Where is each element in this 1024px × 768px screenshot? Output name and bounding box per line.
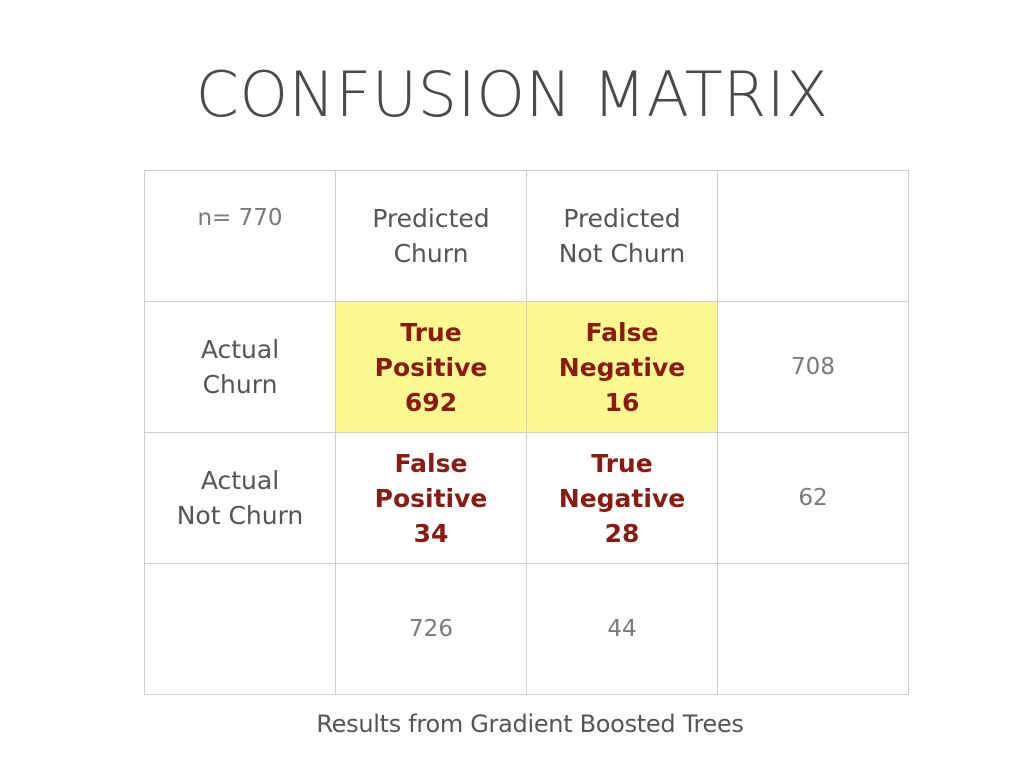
row-total-value: 708: [791, 353, 835, 380]
totals-row: 726 44: [144, 563, 909, 695]
true-positive-cell: True Positive 692: [335, 301, 527, 433]
cell-line1: False: [585, 317, 659, 347]
col-header-predicted-churn: Predicted Churn: [335, 170, 527, 302]
row-header-actual-not-churn: Actual Not Churn: [144, 432, 336, 564]
sample-size-cell: n= 770: [144, 170, 336, 302]
cell-line2: Positive: [374, 483, 488, 513]
row-total-actual-not-churn: 62: [717, 432, 909, 564]
false-negative-cell: False Negative 16: [526, 301, 718, 433]
cell-value: 28: [604, 518, 640, 548]
empty-totals-label-cell: [144, 563, 336, 695]
cell-line1: True: [400, 317, 462, 347]
header-row: n= 770 Predicted Churn Predicted Not Chu…: [144, 170, 909, 302]
false-positive-cell: False Positive 34: [335, 432, 527, 564]
row-header-line2: Churn: [202, 370, 278, 399]
col-total-predicted-churn: 726: [335, 563, 527, 695]
cell-line1: False: [394, 448, 468, 478]
col-header-line2: Churn: [393, 239, 469, 268]
row-header-line2: Not Churn: [176, 501, 304, 530]
empty-corner-cell: [717, 170, 909, 302]
row-header-actual-churn: Actual Churn: [144, 301, 336, 433]
col-header-predicted-not-churn: Predicted Not Churn: [526, 170, 718, 302]
row-total-actual-churn: 708: [717, 301, 909, 433]
cell-value: 692: [404, 387, 458, 417]
cell-value: 16: [604, 387, 640, 417]
row-actual-churn: Actual Churn True Positive 692 False Neg…: [144, 301, 909, 433]
cell-line2: Negative: [558, 352, 686, 382]
col-header-line1: Predicted: [563, 204, 681, 233]
true-negative-cell: True Negative 28: [526, 432, 718, 564]
confusion-matrix-table: n= 770 Predicted Churn Predicted Not Chu…: [144, 170, 909, 695]
row-actual-not-churn: Actual Not Churn False Positive 34 True …: [144, 432, 909, 564]
col-total-predicted-not-churn: 44: [526, 563, 718, 695]
col-header-line1: Predicted: [372, 204, 490, 233]
cell-line2: Negative: [558, 483, 686, 513]
col-total-value: 726: [409, 615, 453, 642]
row-total-value: 62: [798, 484, 828, 511]
row-header-line1: Actual: [200, 466, 280, 495]
cell-value: 34: [413, 518, 449, 548]
cell-line1: True: [591, 448, 653, 478]
slide-title: CONFUSION MATRIX: [195, 58, 829, 131]
col-total-value: 44: [607, 615, 637, 642]
empty-grand-total-cell: [717, 563, 909, 695]
cell-line2: Positive: [374, 352, 488, 382]
row-header-line1: Actual: [200, 335, 280, 364]
sample-size-label: n= 770: [197, 205, 283, 231]
slide-caption: Results from Gradient Boosted Trees: [316, 710, 744, 738]
col-header-line2: Not Churn: [558, 239, 686, 268]
